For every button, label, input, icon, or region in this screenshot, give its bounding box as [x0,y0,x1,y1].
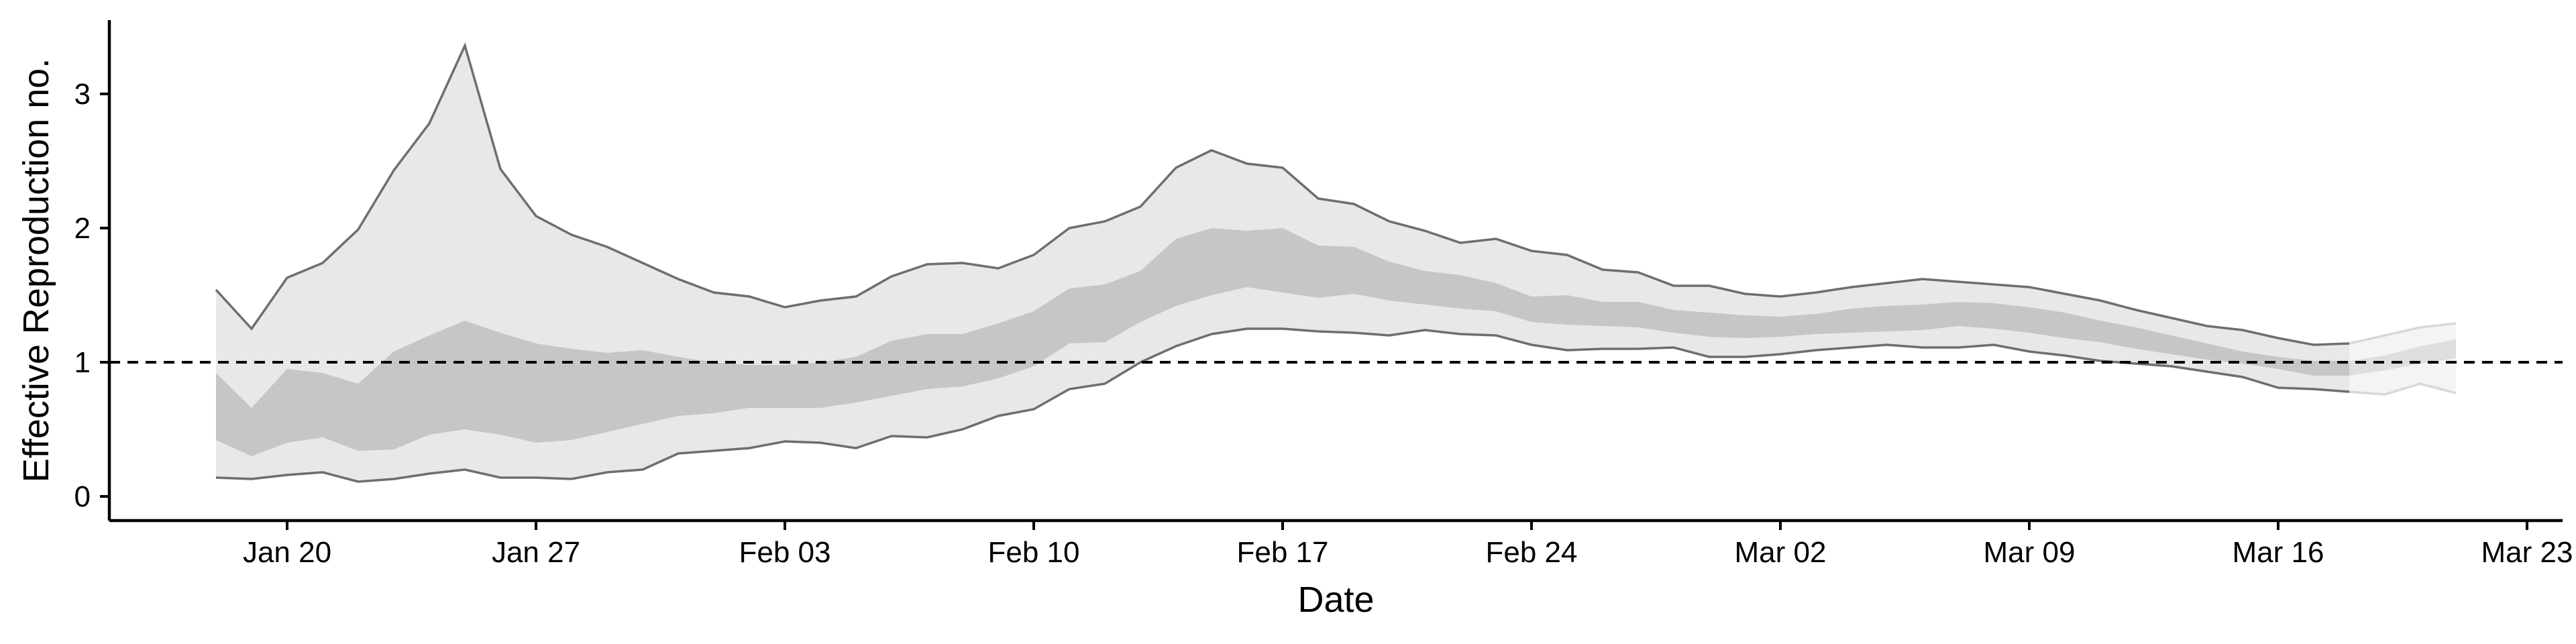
y-axis-title: Effective Reproduction no. [16,58,56,482]
x-axis-title: Date [1297,580,1374,620]
x-tick-label: Mar 02 [1735,536,1827,569]
y-tick-label: 1 [74,346,91,379]
band-50-interval-late [2349,339,2456,376]
lower-bound-line [215,327,2350,483]
interval-bound-lines [215,42,2457,483]
x-tick-label: Feb 10 [988,536,1080,569]
upper-bound-line [215,42,2350,346]
x-axis-ticks: Jan 20 Jan 27 Feb 03 Feb 10 Feb 17 Feb 24 Mar … [243,521,2573,569]
x-tick-label: Jan 27 [492,536,580,569]
x-tick-label: Feb 17 [1237,536,1329,569]
y-tick-label: 0 [74,480,91,513]
x-tick-label: Mar 09 [1984,536,2076,569]
band-50-interval [216,228,2349,456]
x-tick-label: Feb 24 [1486,536,1578,569]
upper-bound-line-late [2349,322,2457,345]
x-tick-label: Feb 03 [739,536,831,569]
lower-bound-line-late [2349,382,2457,396]
x-tick-label: Mar 16 [2233,536,2324,569]
x-tick-label: Mar 23 [2481,536,2573,569]
credible-interval-bands [216,46,2456,482]
y-tick-label: 3 [74,78,91,111]
y-axis-ticks: 0 1 2 3 [74,78,109,513]
x-tick-label: Jan 20 [243,536,331,569]
y-tick-label: 2 [74,212,91,245]
